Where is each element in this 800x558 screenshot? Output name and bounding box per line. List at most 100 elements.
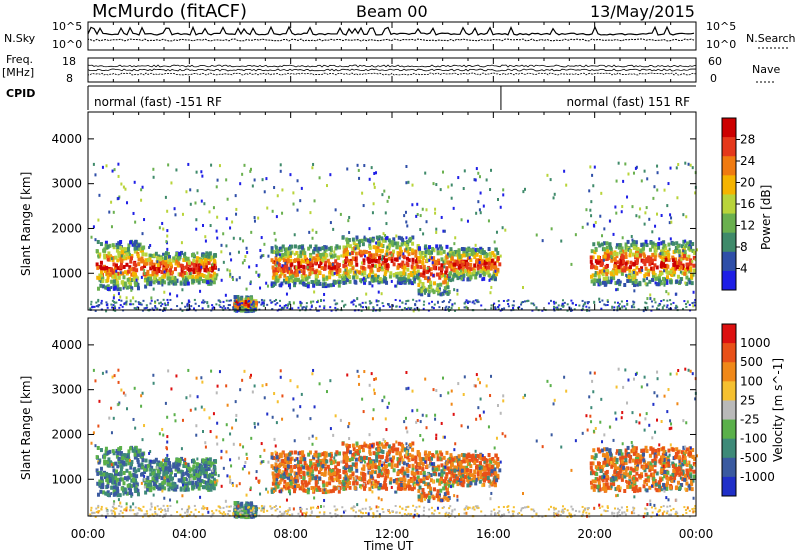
power-echo-cell: [144, 272, 146, 275]
power-echo-cell: [311, 166, 313, 169]
velocity-echo-cell: [346, 446, 349, 450]
power-echo-cell: [480, 304, 482, 306]
power-echo-cell: [524, 188, 526, 191]
power-echo-cell: [489, 291, 491, 294]
power-echo-cell: [289, 246, 292, 250]
velocity-echo-cell: [178, 463, 181, 467]
velocity-echo-cell: [134, 453, 137, 457]
power-echo-cell: [289, 286, 291, 289]
velocity-echo-cell: [317, 463, 320, 467]
power-echo-cell: [601, 234, 603, 237]
power-echo-cell: [182, 277, 184, 280]
velocity-echo-cell: [271, 456, 274, 460]
velocity-echo-cell: [167, 487, 170, 491]
power-echo-cell: [680, 265, 683, 269]
power-echo-cell: [345, 258, 348, 262]
power-echo-cell: [234, 295, 237, 299]
velocity-echo-cell: [271, 464, 274, 468]
power-echo-cell: [332, 254, 335, 258]
power-echo-cell: [190, 272, 192, 275]
velocity-echo-cell: [317, 486, 320, 490]
power-echo-cell: [414, 304, 416, 306]
power-echo-cell: [118, 175, 120, 178]
velocity-echo-cell: [114, 462, 117, 466]
power-echo-cell: [502, 226, 504, 229]
power-echo-cell: [101, 302, 103, 304]
power-echo-cell: [440, 188, 442, 191]
velocity-echo-cell: [375, 455, 378, 459]
cpid-label: CPID: [6, 87, 35, 100]
velocity-echo-cell: [192, 476, 195, 480]
power-echo-cell: [293, 259, 296, 263]
velocity-echo-cell: [341, 442, 344, 446]
power-echo-cell: [422, 232, 424, 235]
power-echo-cell: [189, 188, 191, 191]
power-echo-cell: [358, 177, 360, 180]
power-echo-cell: [216, 230, 218, 233]
power-echo-cell: [332, 228, 334, 231]
power-echo-cell: [595, 266, 598, 270]
power-echo-cell: [236, 278, 238, 281]
power-echo-cell: [507, 303, 509, 305]
power-echo-cell: [441, 267, 444, 271]
velocity-echo-cell: [105, 472, 108, 476]
power-echo-cell: [445, 266, 448, 270]
power-echo-cell: [489, 279, 491, 282]
power-echo-cell: [352, 238, 355, 242]
velocity-echo-cell: [384, 476, 387, 480]
power-echo-cell: [481, 278, 483, 281]
power-echo-cell: [153, 176, 155, 179]
power-echo-cell: [469, 248, 472, 252]
power-echo-cell: [562, 299, 564, 301]
velocity-echo-cell: [411, 448, 414, 452]
power-echo-cell: [387, 303, 389, 305]
velocity-echo-cell: [208, 461, 211, 465]
power-echo-cell: [418, 280, 421, 284]
velocity-echo-cell: [165, 457, 168, 461]
power-echo-cell: [660, 262, 663, 266]
power-echo-cell: [506, 300, 508, 302]
power-echo-cell: [224, 307, 226, 309]
power-echo-cell: [114, 286, 117, 290]
power-echo-cell: [454, 236, 456, 239]
power-echo-cell: [146, 282, 149, 286]
power-echo-cell: [652, 271, 655, 275]
velocity-echo-cell: [325, 459, 328, 463]
power-echo-cell: [334, 307, 336, 309]
power-echo-cell: [399, 256, 401, 259]
power-echo-cell: [613, 306, 615, 308]
power-echo-cell: [405, 248, 407, 251]
power-echo-cell: [225, 178, 227, 181]
power-echo-cell: [290, 276, 293, 280]
power-echo-cell: [424, 244, 427, 248]
power-echo-cell: [629, 265, 632, 269]
power-echo-cell: [614, 270, 617, 274]
power-echo-cell: [124, 270, 127, 274]
power-echo-cell: [582, 300, 584, 302]
power-echo-cell: [105, 266, 108, 270]
power-echo-cell: [590, 255, 593, 259]
power-echo-cell: [464, 306, 466, 308]
power-echo-cell: [107, 307, 109, 309]
power-echo-cell: [660, 300, 662, 302]
power-echo-cell: [646, 206, 648, 209]
velocity-echo-cell: [355, 469, 358, 473]
velocity-echo-cell: [313, 453, 316, 457]
power-echo-cell: [358, 169, 360, 172]
power-echo-cell: [200, 170, 202, 173]
power-echo-cell: [191, 275, 194, 279]
power-echo-cell: [473, 263, 476, 267]
velocity-echo-cell: [283, 464, 286, 468]
velocity-echo-cell: [333, 487, 336, 491]
power-echo-cell: [662, 244, 665, 248]
velocity-echo-cell: [324, 467, 327, 471]
power-echo-cell: [532, 303, 534, 305]
velocity-echo-cell: [122, 461, 125, 465]
power-echo-cell: [644, 170, 646, 173]
power-echo-cell: [437, 301, 439, 304]
power-echo-cell: [137, 243, 140, 247]
power-echo-cell: [414, 254, 417, 258]
velocity-echo-cell: [140, 462, 143, 466]
velocity-echo-cell: [153, 486, 156, 490]
power-echo-cell: [348, 231, 350, 234]
